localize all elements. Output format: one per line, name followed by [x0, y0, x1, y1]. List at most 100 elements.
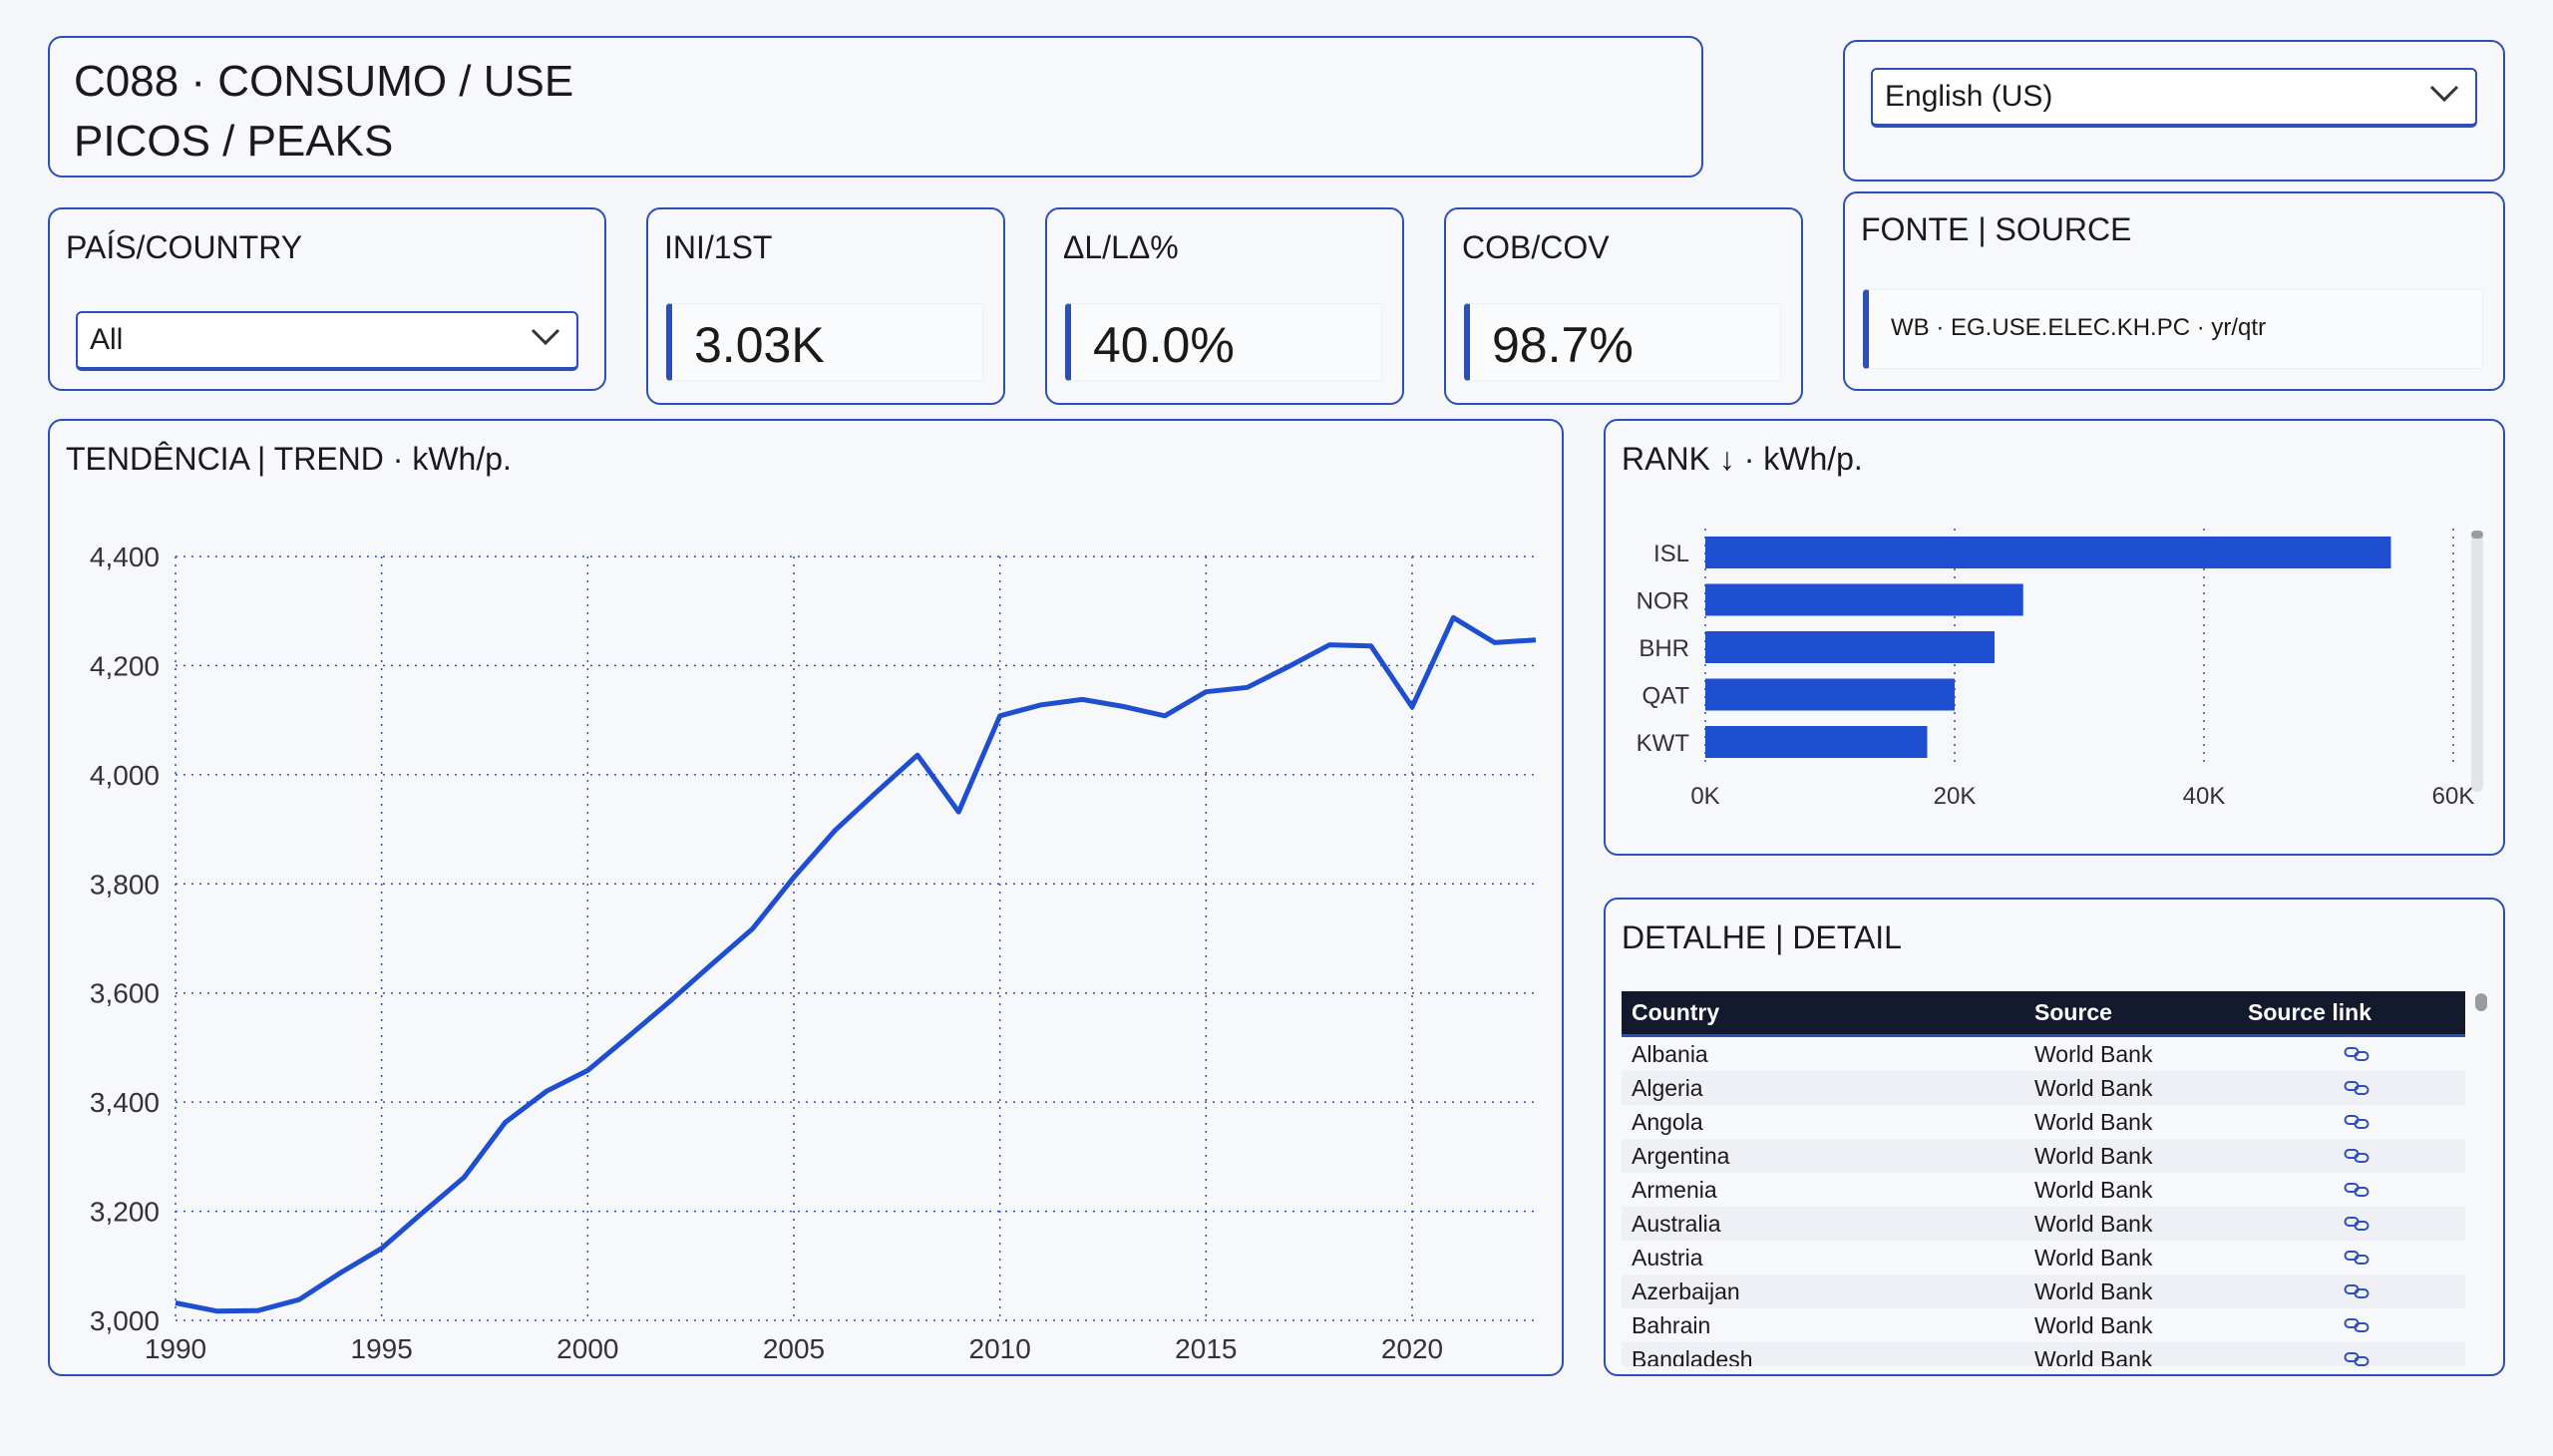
bar-category-label: NOR [1637, 588, 1689, 615]
source-card: FONTE | SOURCE WB · EG.USE.ELEC.KH.PC · … [1843, 191, 2505, 391]
detail-card: DETALHE | DETAIL Country Source Source l… [1604, 898, 2505, 1376]
cell-source: World Bank [2034, 1345, 2153, 1367]
link-icon[interactable] [2248, 1317, 2465, 1333]
table-row[interactable]: Bangladesh World Bank [1622, 1342, 2465, 1366]
y-tick-label: 3,400 [90, 1087, 160, 1118]
kpi-card-coverage: COB/COV 98.7% [1444, 207, 1803, 405]
title-line-2: PICOS / PEAKS [74, 117, 394, 166]
table-scrollbar[interactable] [2475, 993, 2487, 1366]
column-header-source[interactable]: Source [2034, 999, 2112, 1025]
cell-source: World Bank [2034, 1176, 2153, 1203]
table-row[interactable]: Algeria World Bank [1622, 1071, 2465, 1105]
link-icon[interactable] [2248, 1351, 2465, 1366]
table-row[interactable]: Angola World Bank [1622, 1105, 2465, 1139]
cell-source: World Bank [2034, 1074, 2153, 1101]
bar-category-label: ISL [1653, 541, 1689, 567]
title-line-1: C088 · CONSUMO / USE [74, 57, 574, 106]
source-text: WB · EG.USE.ELEC.KH.PC · yr/qtr [1891, 314, 2267, 341]
column-header-country[interactable]: Country [1632, 999, 1720, 1025]
table-row[interactable]: Albania World Bank [1622, 1037, 2465, 1071]
kpi-label: ΔL/LΔ% [1063, 229, 1179, 265]
x-tick-label: 2000 [556, 1333, 618, 1364]
kpi-card-delta: ΔL/LΔ% 40.0% [1045, 207, 1404, 405]
link-icon[interactable] [2248, 1148, 2465, 1164]
cell-country: Australia [1632, 1210, 1721, 1237]
table-row[interactable]: Argentina World Bank [1622, 1139, 2465, 1173]
y-tick-label: 3,600 [90, 978, 160, 1009]
x-tick-label: 40K [2183, 783, 2226, 810]
detail-table: Country Source Source link Albania World … [1622, 991, 2465, 1366]
cell-source: World Bank [2034, 1210, 2153, 1237]
column-header-source-link[interactable]: Source link [2248, 999, 2371, 1025]
link-icon[interactable] [2248, 1250, 2465, 1266]
y-tick-label: 4,000 [90, 760, 160, 791]
link-icon[interactable] [2248, 1216, 2465, 1232]
kpi-value-box: 3.03K [666, 303, 983, 381]
kpi-value-box: 98.7% [1464, 303, 1781, 381]
x-tick-label: 2005 [763, 1333, 825, 1364]
header-card: C088 · CONSUMO / USE PICOS / PEAKS [48, 36, 1703, 178]
language-dropdown[interactable]: English (US) [1871, 68, 2477, 128]
rank-scrollbar[interactable] [2471, 531, 2483, 792]
rank-title: RANK ↓ · kWh/p. [1622, 441, 1863, 477]
trend-card: TENDÊNCIA | TREND · kWh/p. 4,400 4,200 4,0… [48, 419, 1564, 1376]
table-row[interactable]: Bahrain World Bank [1622, 1308, 2465, 1342]
language-selected: English (US) [1885, 80, 2053, 113]
page-title: C088 · CONSUMO / USE PICOS / PEAKS [74, 52, 573, 172]
cell-country: Argentina [1632, 1142, 1730, 1169]
cell-source: World Bank [2034, 1108, 2153, 1135]
kpi-card-first: INI/1ST 3.03K [646, 207, 1005, 405]
cell-country: Armenia [1632, 1176, 1717, 1203]
table-row[interactable]: Armenia World Bank [1622, 1173, 2465, 1207]
chevron-down-icon [531, 328, 560, 346]
x-tick-label: 1990 [145, 1333, 206, 1364]
table-row[interactable]: Azerbaijan World Bank [1622, 1274, 2465, 1308]
trend-line[interactable] [175, 614, 1537, 1314]
link-icon[interactable] [2248, 1283, 2465, 1299]
link-icon[interactable] [2248, 1182, 2465, 1198]
rank-card: RANK ↓ · kWh/p. 0K 20K 40K 60K ISL NOR BHR QAT K… [1604, 419, 2505, 856]
language-card: English (US) [1843, 40, 2505, 182]
cell-source: World Bank [2034, 1040, 2153, 1067]
x-tick-label: 1995 [351, 1333, 413, 1364]
trend-title: TENDÊNCIA | TREND · kWh/p. [66, 441, 512, 477]
kpi-value-box: 40.0% [1065, 303, 1382, 381]
cell-source: World Bank [2034, 1277, 2153, 1304]
bar-category-label: BHR [1639, 635, 1689, 662]
source-box: WB · EG.USE.ELEC.KH.PC · yr/qtr [1863, 289, 2483, 369]
rank-chart: 0K 20K 40K 60K ISL NOR BHR QAT KWT [1637, 529, 2474, 810]
table-row[interactable]: Austria World Bank [1622, 1241, 2465, 1274]
bar-kwt[interactable] [1705, 726, 1928, 758]
country-filter-label: PAÍS/COUNTRY [66, 229, 303, 265]
country-selected: All [90, 323, 124, 356]
link-icon[interactable] [2248, 1114, 2465, 1130]
cell-source: World Bank [2034, 1311, 2153, 1338]
y-tick-label: 3,800 [90, 869, 160, 900]
bar-nor[interactable] [1705, 583, 2023, 616]
trend-chart: 4,400 4,200 4,000 3,800 3,600 3,400 3,200 3,000… [90, 542, 1537, 1364]
table-row[interactable]: Australia World Bank [1622, 1207, 2465, 1241]
link-icon[interactable] [2248, 1046, 2465, 1062]
bar-bhr[interactable] [1705, 631, 1995, 663]
bar-qat[interactable] [1705, 678, 1955, 711]
cell-country: Azerbaijan [1632, 1277, 1740, 1304]
link-icon[interactable] [2248, 1080, 2465, 1096]
kpi-label: COB/COV [1462, 229, 1610, 265]
y-tick-label: 3,200 [90, 1197, 160, 1228]
cell-country: Albania [1632, 1040, 1708, 1067]
cell-country: Angola [1632, 1108, 1703, 1135]
cell-source: World Bank [2034, 1244, 2153, 1271]
cell-country: Austria [1632, 1244, 1703, 1271]
scrollbar-thumb[interactable] [2475, 993, 2487, 1011]
table-body: Albania World Bank Algeria World Bank Angola… [1622, 1037, 2465, 1366]
y-tick-label: 3,000 [90, 1305, 160, 1336]
source-label: FONTE | SOURCE [1861, 211, 2132, 247]
chevron-down-icon [2429, 85, 2459, 103]
country-dropdown[interactable]: All [76, 311, 578, 371]
kpi-value: 98.7% [1492, 317, 1634, 373]
scrollbar-thumb[interactable] [2471, 531, 2483, 539]
cell-source: World Bank [2034, 1142, 2153, 1169]
country-filter-card: PAÍS/COUNTRY All [48, 207, 606, 391]
kpi-value: 40.0% [1093, 317, 1235, 373]
bar-isl[interactable] [1705, 537, 2391, 568]
